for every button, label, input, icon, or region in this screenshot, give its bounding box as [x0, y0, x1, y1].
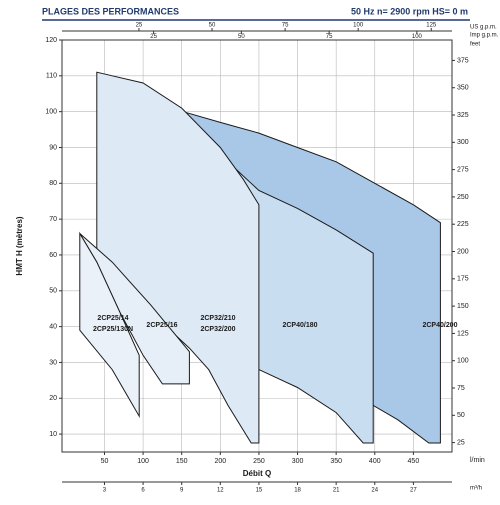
x-tick-label: 300	[292, 458, 304, 465]
region-label: 2CP32/200	[200, 326, 235, 333]
y2-tick-label: 25	[457, 439, 465, 446]
y-tick-label: 110	[46, 73, 57, 80]
region-label: 2CP25/16	[146, 322, 177, 329]
region-label: 2CP25/130N	[93, 326, 133, 333]
y2-tick-label: 375	[457, 57, 469, 64]
performance-region	[96, 71, 260, 444]
region-label: 2CP32/210	[200, 315, 235, 322]
x4-tick-label: 25	[150, 34, 157, 40]
x2-tick-label: 12	[217, 488, 224, 494]
x-unit: l/min	[470, 457, 485, 464]
y-tick-label: 60	[49, 252, 57, 259]
plot-frame	[61, 39, 453, 453]
chart-subtitle: 50 Hz n= 2900 rpm HS= 0 m	[351, 6, 468, 16]
y-tick-label: 40	[49, 323, 57, 330]
y-tick-label: 30	[49, 359, 57, 366]
x2-tick-label: 18	[294, 488, 301, 494]
y2-tick-label: 325	[457, 112, 469, 119]
y2-tick-label: 100	[457, 358, 469, 365]
x3-tick-label: 75	[282, 23, 289, 29]
y-tick-label: 120	[45, 37, 57, 44]
x3-tick-label: 50	[209, 23, 216, 29]
y-tick-label: 10	[49, 431, 57, 438]
performance-region	[79, 231, 140, 419]
y2-tick-label: 50	[457, 412, 465, 419]
x4-unit: Imp g.p.m.	[470, 33, 499, 39]
y-tick-label: 50	[49, 288, 57, 295]
y-tick-label: 100	[45, 108, 57, 115]
x2-tick-label: 27	[410, 488, 417, 494]
y2-tick-label: 250	[457, 194, 469, 201]
x-tick-label: 350	[330, 458, 342, 465]
chart-title: PLAGES DES PERFORMANCES	[42, 6, 179, 16]
y2-tick-label: 225	[457, 221, 469, 228]
x-tick-label: 450	[408, 458, 420, 465]
x3-tick-label: 125	[426, 23, 437, 29]
x2-tick-label: 15	[256, 488, 263, 494]
x2-unit: m³/h	[470, 486, 482, 492]
y2-tick-label: 175	[457, 276, 469, 283]
x2-tick-label: 21	[333, 488, 340, 494]
x3-unit: US g.p.m.	[470, 25, 497, 31]
region-label: 2CP25/14	[97, 315, 128, 322]
x3-tick-label: 25	[136, 23, 143, 29]
y-tick-label: 20	[49, 395, 57, 402]
x-tick-label: 200	[214, 458, 226, 465]
x2-tick-label: 3	[103, 488, 107, 494]
x-tick-label: 50	[101, 458, 109, 465]
y-axis-label: HMT H (mètres)	[15, 216, 24, 275]
y-tick-label: 70	[49, 216, 57, 223]
x-tick-label: 100	[137, 458, 149, 465]
x4-tick-label: 100	[412, 34, 423, 40]
x4-tick-label: 75	[326, 34, 333, 40]
y2-tick-label: 350	[457, 85, 469, 92]
x2-tick-label: 6	[141, 488, 145, 494]
x4-tick-label: 50	[238, 34, 245, 40]
x2-tick-label: 24	[371, 488, 378, 494]
y2-tick-label: 275	[457, 166, 469, 173]
y-tick-label: 80	[49, 180, 57, 187]
y2-tick-label: 200	[457, 248, 469, 255]
y2-tick-label: 300	[457, 139, 469, 146]
x-axis-label: Débit Q	[243, 469, 271, 478]
x-tick-label: 150	[176, 458, 188, 465]
y2-tick-label: 125	[457, 330, 469, 337]
y2-tick-label: 75	[457, 385, 465, 392]
x3-tick-label: 100	[353, 23, 364, 29]
x-tick-label: 250	[253, 458, 265, 465]
y-tick-label: 90	[49, 144, 57, 151]
x2-tick-label: 9	[180, 488, 184, 494]
y2-tick-label: 150	[457, 303, 469, 310]
region-label: 2CP40/200	[422, 322, 457, 329]
y2-unit: feet	[470, 42, 480, 48]
region-label: 2CP40/180	[282, 322, 317, 329]
x-tick-label: 400	[369, 458, 381, 465]
